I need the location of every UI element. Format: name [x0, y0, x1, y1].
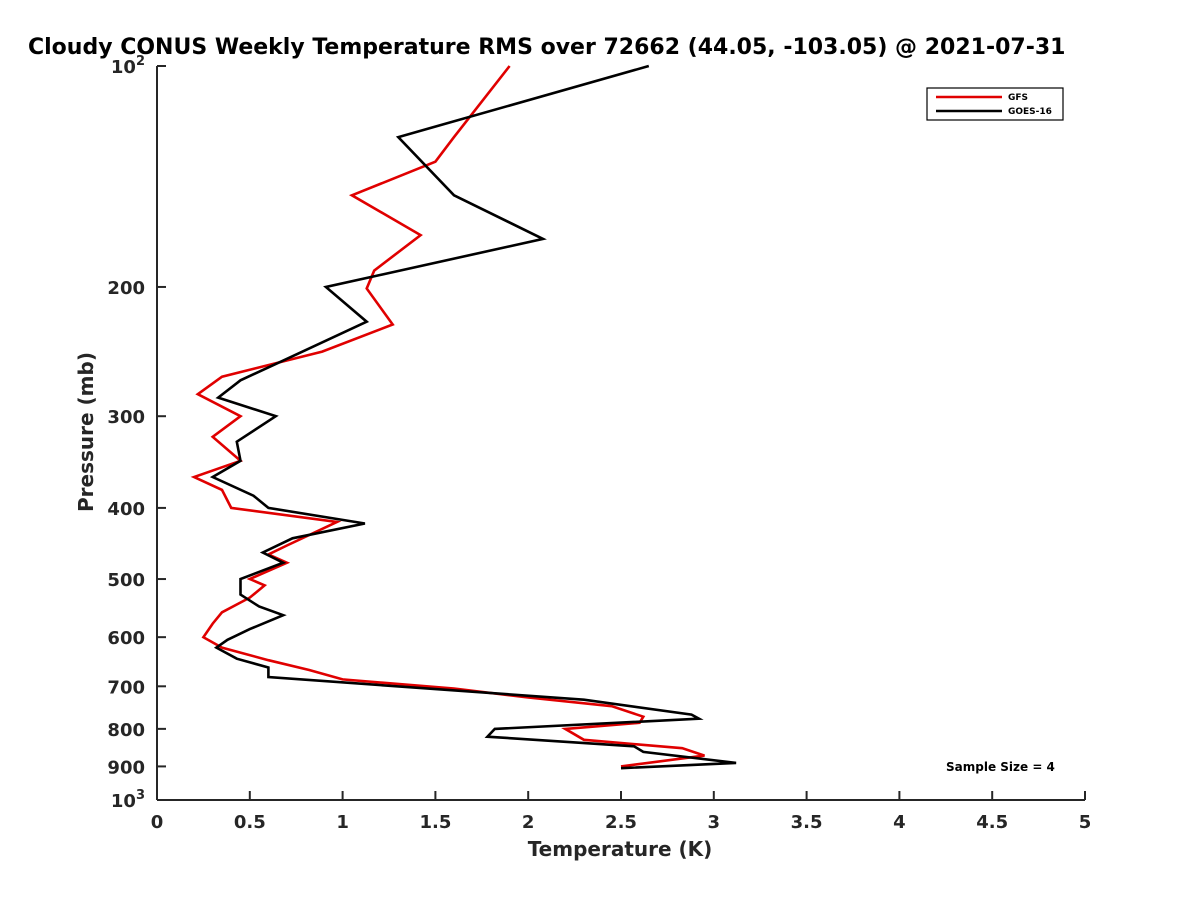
x-axis-ticks: 0 0.5 1 1.5 2 2.5 3 3.5 4 4.5 5	[151, 791, 1092, 833]
legend-box	[926, 87, 1064, 121]
series-lines	[190, 64, 737, 770]
y-tick-label: 700	[107, 677, 145, 698]
x-tick-label: 5	[1079, 812, 1092, 833]
series-line-goes16	[209, 64, 737, 770]
chart-title: Cloudy CONUS Weekly Temperature RMS over…	[28, 35, 1065, 60]
y-tick-label: 900	[107, 757, 145, 778]
y-tick-label: 300	[107, 407, 145, 428]
y-axis-label: Pressure (mb)	[74, 352, 98, 512]
x-tick-label: 0	[151, 812, 164, 833]
x-tick-label: 3.5	[791, 812, 823, 833]
y-tick-label: 500	[107, 570, 145, 591]
y-tick-label: 400	[107, 499, 145, 520]
x-tick-label: 0.5	[234, 812, 266, 833]
x-axis-label: Temperature (K)	[528, 837, 713, 861]
x-tick-label: 1	[336, 812, 349, 833]
legend-label-gfs: GFS	[1008, 93, 1028, 103]
y-tick-label: 800	[107, 720, 145, 741]
legend: GFS GOES-16	[926, 87, 1064, 121]
legend-label-goes16: GOES-16	[1008, 107, 1052, 117]
y-tick-label: 200	[107, 278, 145, 299]
x-tick-label: 1.5	[419, 812, 451, 833]
x-tick-label: 4.5	[976, 812, 1008, 833]
x-tick-label: 2	[522, 812, 535, 833]
x-tick-label: 4	[893, 812, 906, 833]
y-tick-label: 102	[111, 54, 145, 78]
series-line-gfs	[190, 65, 705, 768]
y-tick-label: 103	[111, 788, 145, 812]
y-axis-ticks: 102 200 300 400 500 600 700 800 900 103	[107, 54, 166, 812]
sample-size-annotation: Sample Size = 4	[946, 760, 1055, 774]
x-tick-label: 3	[708, 812, 721, 833]
y-tick-label: 600	[107, 628, 145, 649]
x-tick-label: 2.5	[605, 812, 637, 833]
